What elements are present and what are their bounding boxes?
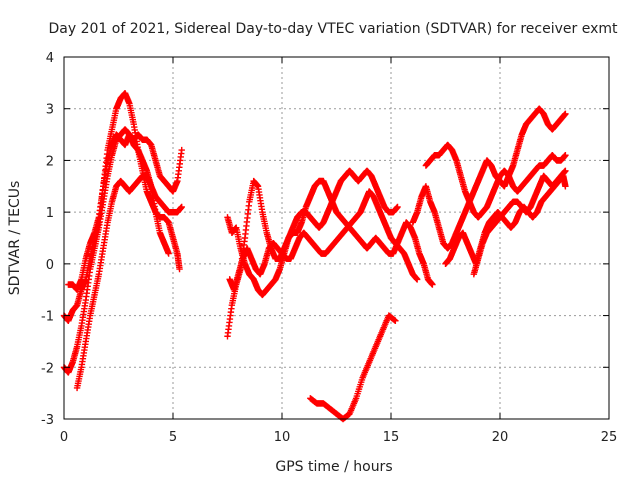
chart-title: Day 201 of 2021, Sidereal Day-to-day VTE… xyxy=(49,21,619,37)
data-point xyxy=(562,183,569,190)
x-tick-label: 25 xyxy=(601,430,618,445)
series-track-f xyxy=(224,177,436,299)
series-track-d xyxy=(73,172,172,392)
y-axis-label: SDTVAR / TECUs xyxy=(7,181,23,296)
x-tick-label: 20 xyxy=(492,430,509,445)
y-tick-label: 2 xyxy=(46,154,54,169)
x-axis-label: GPS time / hours xyxy=(275,459,392,475)
series-track-l xyxy=(470,167,569,278)
data-points xyxy=(60,90,569,423)
data-point xyxy=(562,167,569,174)
y-tick-label: 0 xyxy=(46,258,54,273)
series-track-g xyxy=(226,188,421,293)
y-tick-label: 1 xyxy=(46,206,54,221)
y-tick-label: 3 xyxy=(46,103,54,118)
series-track-c xyxy=(65,131,185,293)
x-tick-label: 15 xyxy=(383,430,400,445)
y-tick-label: -2 xyxy=(41,361,54,376)
y-tick-label: 4 xyxy=(46,51,54,66)
series-track-j xyxy=(422,141,569,221)
data-point xyxy=(165,250,172,257)
series-track-h xyxy=(307,312,399,423)
x-tick-label: 10 xyxy=(274,430,291,445)
y-tick-label: -1 xyxy=(41,310,54,325)
x-tick-label: 0 xyxy=(60,430,68,445)
data-point xyxy=(562,110,569,118)
data-point xyxy=(392,317,399,324)
axis-ticks: 0 5 10 15 20 25 -3 -2 -1 0 1 2 3 4 xyxy=(41,51,617,445)
data-point xyxy=(394,203,401,211)
data-point xyxy=(413,276,421,283)
x-tick-label: 5 xyxy=(169,430,177,445)
data-point xyxy=(562,152,569,159)
data-point xyxy=(429,281,436,288)
data-point xyxy=(178,203,185,211)
plot-frame xyxy=(63,56,610,420)
data-point xyxy=(178,146,185,154)
y-tick-label: -3 xyxy=(41,413,54,428)
data-point xyxy=(176,265,183,273)
